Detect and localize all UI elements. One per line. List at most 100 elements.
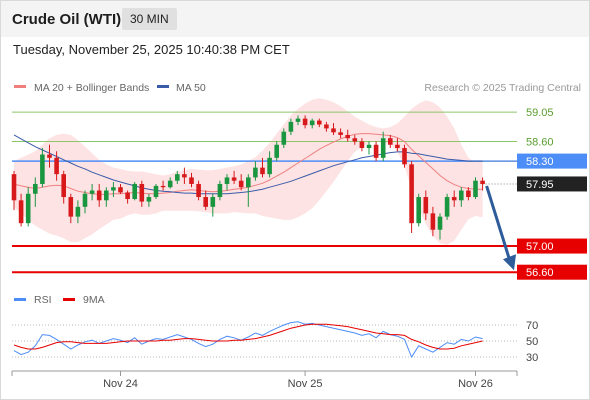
candle-body xyxy=(345,134,350,139)
candle-body xyxy=(82,193,88,207)
candle xyxy=(451,190,457,207)
candle-body xyxy=(167,180,173,188)
candle-body xyxy=(466,190,471,198)
candle xyxy=(352,134,358,145)
candle-body xyxy=(246,177,251,188)
candle-body xyxy=(451,197,457,201)
candle xyxy=(324,121,329,132)
candle-body xyxy=(274,144,279,158)
candle xyxy=(281,128,287,149)
level-label-59.05: 59.05 xyxy=(526,107,554,119)
candle xyxy=(466,187,471,201)
bollinger-band-fill xyxy=(14,98,483,245)
candle xyxy=(274,141,279,162)
candle-body xyxy=(437,216,443,230)
candle-body xyxy=(388,138,393,145)
ma9-legend-label: 9MA xyxy=(83,294,105,306)
candle-body xyxy=(402,148,407,165)
candle xyxy=(253,161,258,181)
candle xyxy=(68,193,74,224)
candle-body xyxy=(89,190,95,194)
candle xyxy=(317,118,322,128)
candle xyxy=(75,200,81,224)
candle xyxy=(189,172,194,188)
level-label-57.95: 57.95 xyxy=(526,179,554,191)
candle xyxy=(132,182,137,201)
timeframe-badge[interactable]: 30 MIN xyxy=(122,8,177,30)
candle xyxy=(480,177,485,191)
bollinger-band xyxy=(14,98,483,245)
candle xyxy=(82,190,88,214)
candle xyxy=(160,180,166,191)
candle xyxy=(459,187,464,207)
ma20-legend-label: MA 20 + Bollinger Bands xyxy=(34,82,149,94)
level-tag-56.60 xyxy=(517,264,587,280)
candle-body xyxy=(18,200,24,224)
candle xyxy=(175,170,180,184)
candle xyxy=(380,131,386,162)
candle xyxy=(203,190,208,211)
candle xyxy=(125,190,130,204)
candle xyxy=(246,174,251,207)
candle xyxy=(18,193,24,227)
candle xyxy=(238,174,244,191)
candle xyxy=(409,161,414,233)
candle-body xyxy=(309,120,315,126)
candle-body xyxy=(68,197,74,217)
candle-body xyxy=(217,183,223,198)
candle-body xyxy=(111,187,116,191)
candle-body xyxy=(366,144,372,149)
candle-body xyxy=(373,144,379,158)
candle-body xyxy=(238,180,244,188)
x-axis-ticks: Nov 24 Nov 25 Nov 26 xyxy=(11,371,518,390)
candle-body xyxy=(224,177,230,184)
candle xyxy=(444,193,450,220)
candle xyxy=(345,129,350,142)
candle-body xyxy=(473,180,478,198)
candle xyxy=(11,170,17,211)
rsi-line xyxy=(13,321,483,359)
candle-body xyxy=(423,197,429,214)
candle xyxy=(473,177,478,199)
candle-body xyxy=(125,192,130,199)
candle xyxy=(217,180,223,201)
rsi-tick-70: 70 xyxy=(526,320,538,332)
candle-body xyxy=(11,174,17,201)
candle xyxy=(139,180,145,207)
rsi-panel: 70 50 30 xyxy=(12,320,538,364)
candle-body xyxy=(146,197,152,202)
candle xyxy=(111,182,116,198)
candle-body xyxy=(160,185,166,188)
price-levels: 59.05 58.60 58.30 57.95 57.00 56.60 xyxy=(12,107,587,280)
candle xyxy=(47,144,52,168)
candle xyxy=(288,118,294,135)
candle-body xyxy=(139,183,145,202)
candle xyxy=(54,151,59,181)
candle xyxy=(96,183,102,207)
candle xyxy=(89,183,95,201)
ma50-legend-label: MA 50 xyxy=(176,82,206,94)
candle-body xyxy=(175,174,180,181)
candle-body xyxy=(189,177,194,184)
candle-body xyxy=(75,206,81,217)
candle xyxy=(224,174,230,191)
candle-body xyxy=(395,144,400,149)
candle-body xyxy=(253,167,258,178)
candle-body xyxy=(47,154,52,158)
candle-body xyxy=(380,138,386,158)
forecast-arrow xyxy=(485,185,516,271)
candle xyxy=(373,141,379,162)
candle xyxy=(118,183,123,194)
candle xyxy=(402,144,407,168)
level-tag-57.00 xyxy=(517,238,587,254)
candle-body xyxy=(281,131,287,145)
candlesticks xyxy=(11,115,485,240)
candle xyxy=(388,134,393,149)
timestamp: Tuesday, November 25, 2025 10:40:38 PM C… xyxy=(13,42,290,57)
forecast-arrow-head xyxy=(503,254,516,271)
candle-body xyxy=(480,180,485,184)
candle xyxy=(260,157,265,178)
candle-body xyxy=(260,167,265,175)
